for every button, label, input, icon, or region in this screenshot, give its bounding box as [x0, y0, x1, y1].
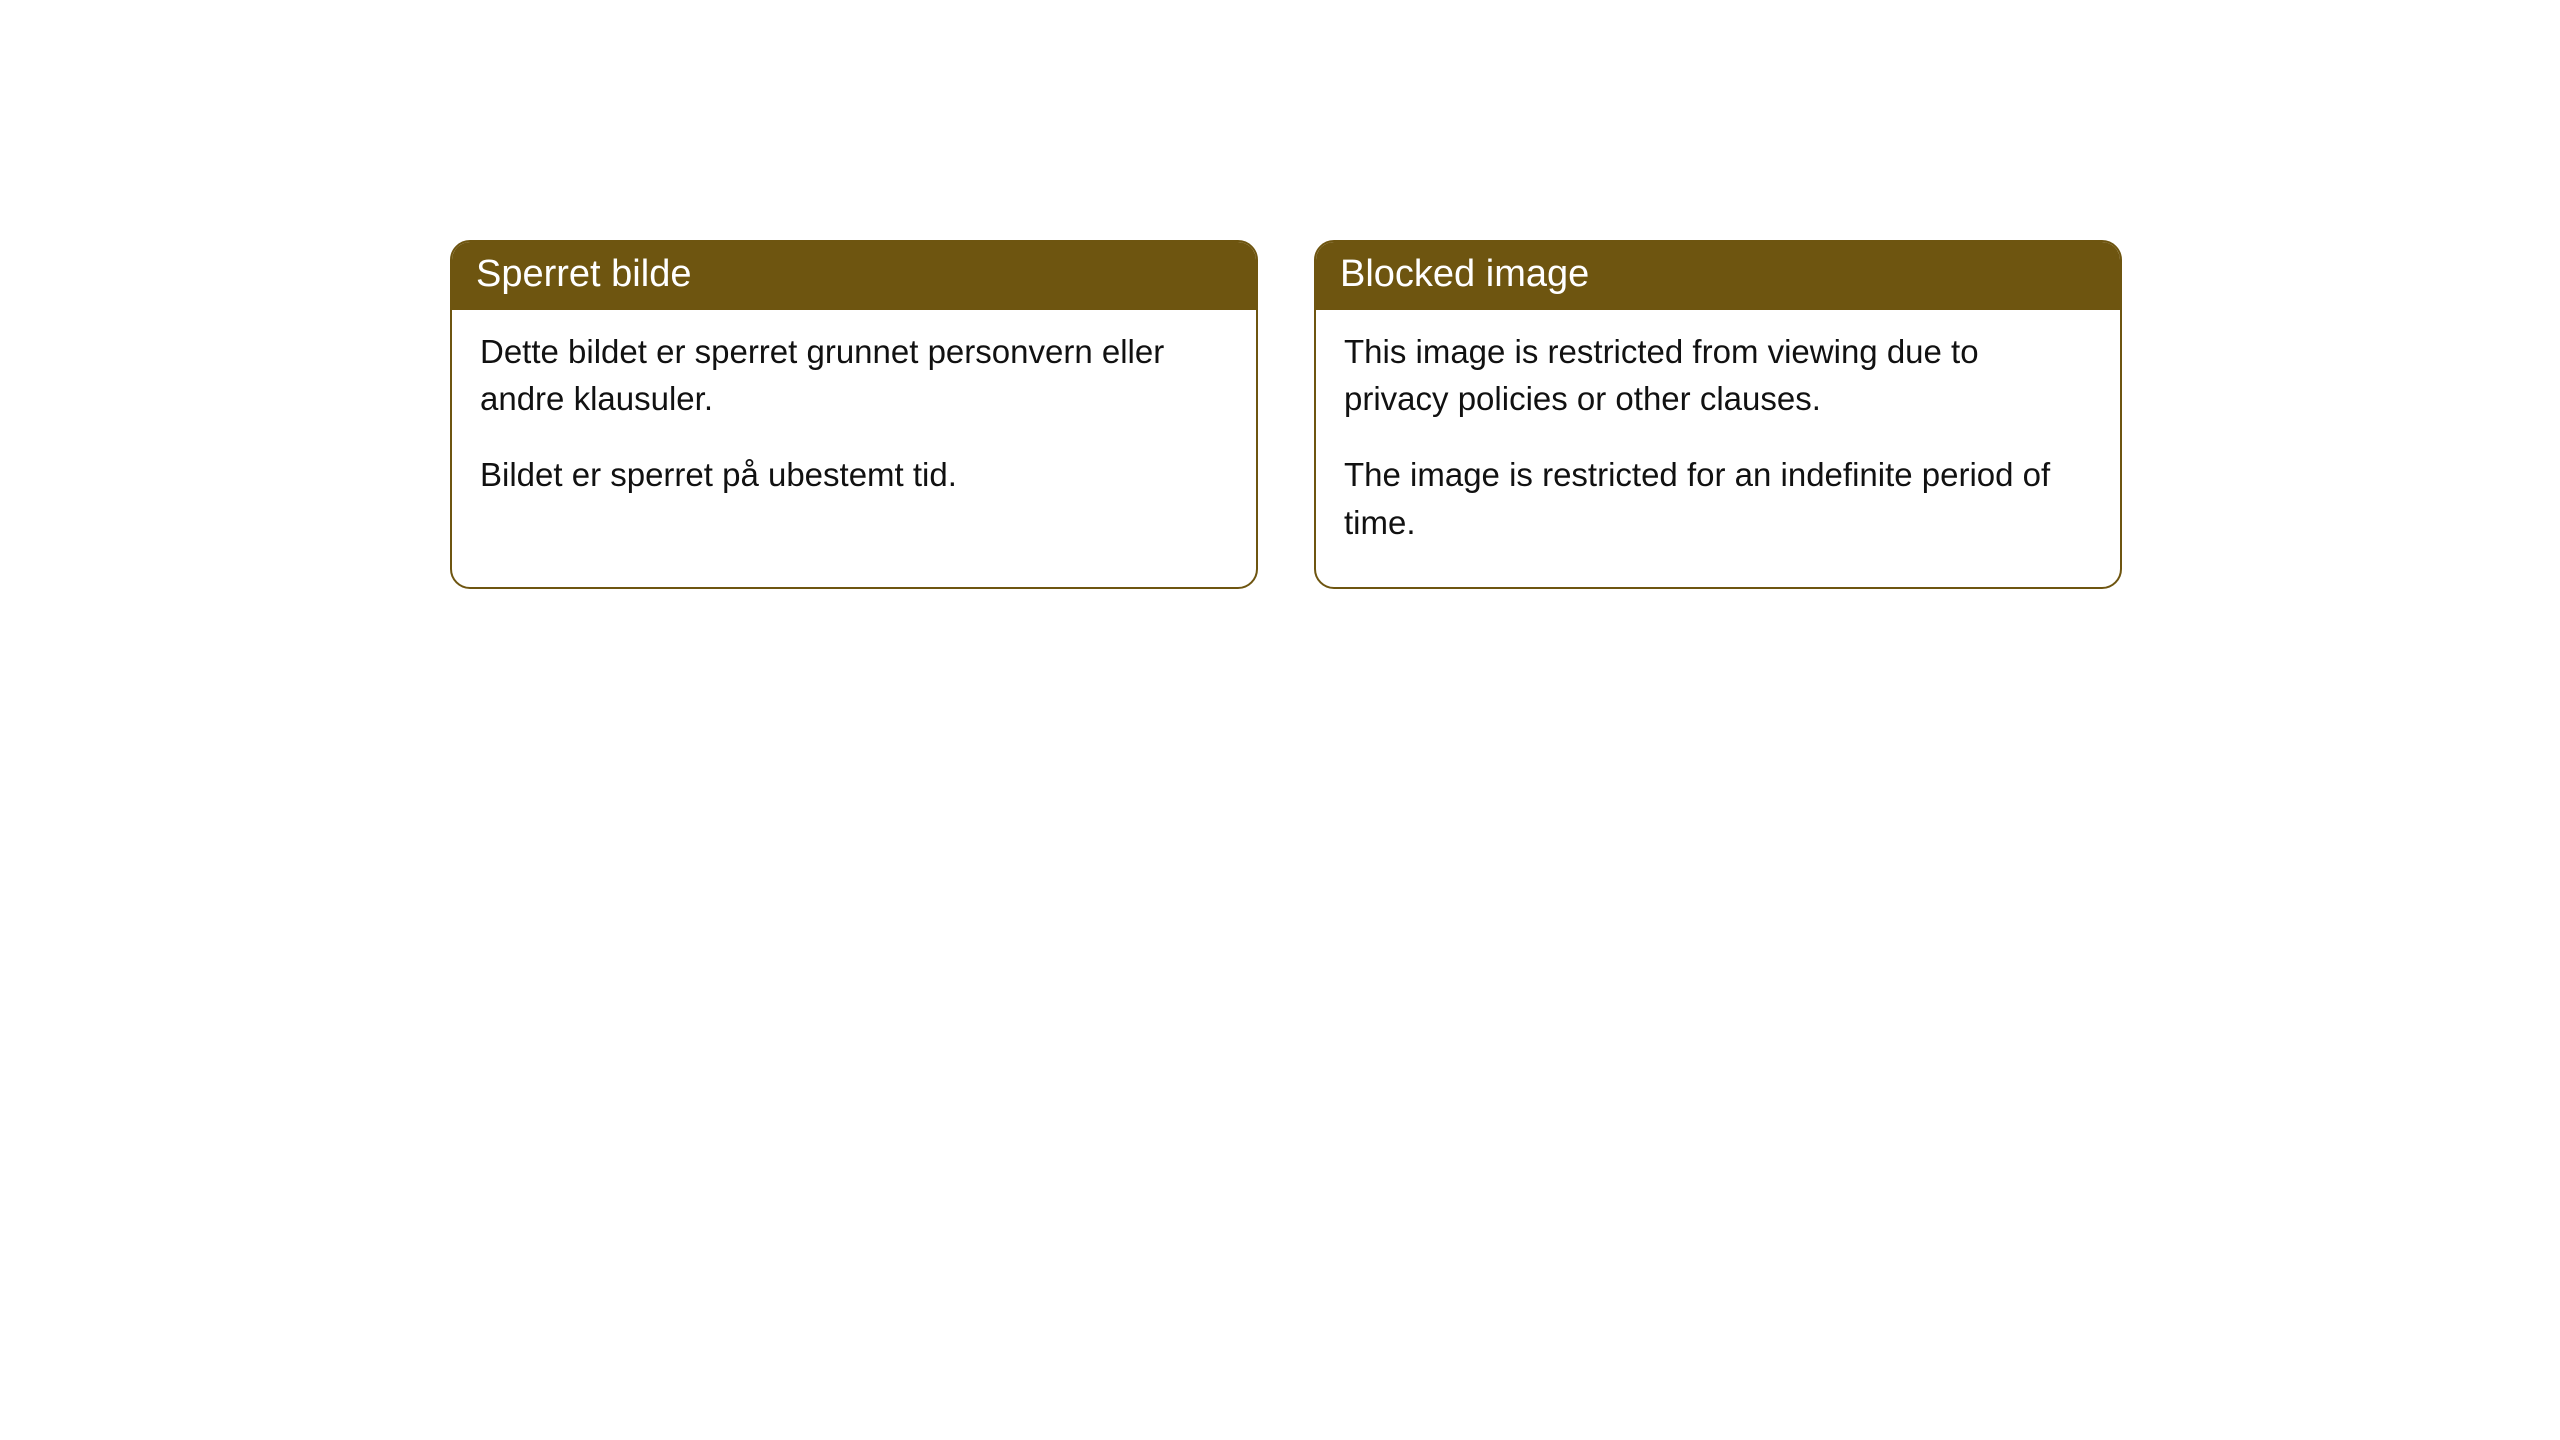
notice-text-1: This image is restricted from viewing du…: [1344, 328, 2092, 424]
blocked-image-card-no: Sperret bilde Dette bildet er sperret gr…: [450, 240, 1258, 589]
notice-cards-container: Sperret bilde Dette bildet er sperret gr…: [0, 0, 2560, 589]
card-body: This image is restricted from viewing du…: [1316, 310, 2120, 587]
card-header: Sperret bilde: [452, 242, 1256, 310]
notice-text-2: The image is restricted for an indefinit…: [1344, 451, 2092, 547]
card-header: Blocked image: [1316, 242, 2120, 310]
notice-text-1: Dette bildet er sperret grunnet personve…: [480, 328, 1228, 424]
card-body: Dette bildet er sperret grunnet personve…: [452, 310, 1256, 540]
blocked-image-card-en: Blocked image This image is restricted f…: [1314, 240, 2122, 589]
notice-text-2: Bildet er sperret på ubestemt tid.: [480, 451, 1228, 499]
